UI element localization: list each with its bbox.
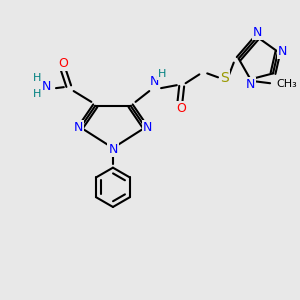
Text: N: N bbox=[108, 142, 118, 155]
Text: H: H bbox=[33, 73, 41, 83]
Text: N: N bbox=[142, 121, 152, 134]
Text: O: O bbox=[176, 102, 186, 115]
Text: N: N bbox=[253, 26, 262, 39]
Text: N: N bbox=[41, 80, 51, 93]
Text: S: S bbox=[220, 71, 229, 85]
Text: N: N bbox=[278, 45, 287, 58]
Text: N: N bbox=[74, 121, 83, 134]
Text: N: N bbox=[149, 75, 159, 88]
Text: N: N bbox=[246, 78, 255, 91]
Text: H: H bbox=[158, 69, 166, 80]
Text: O: O bbox=[58, 57, 68, 70]
Text: H: H bbox=[33, 89, 41, 99]
Text: CH₃: CH₃ bbox=[276, 79, 297, 89]
